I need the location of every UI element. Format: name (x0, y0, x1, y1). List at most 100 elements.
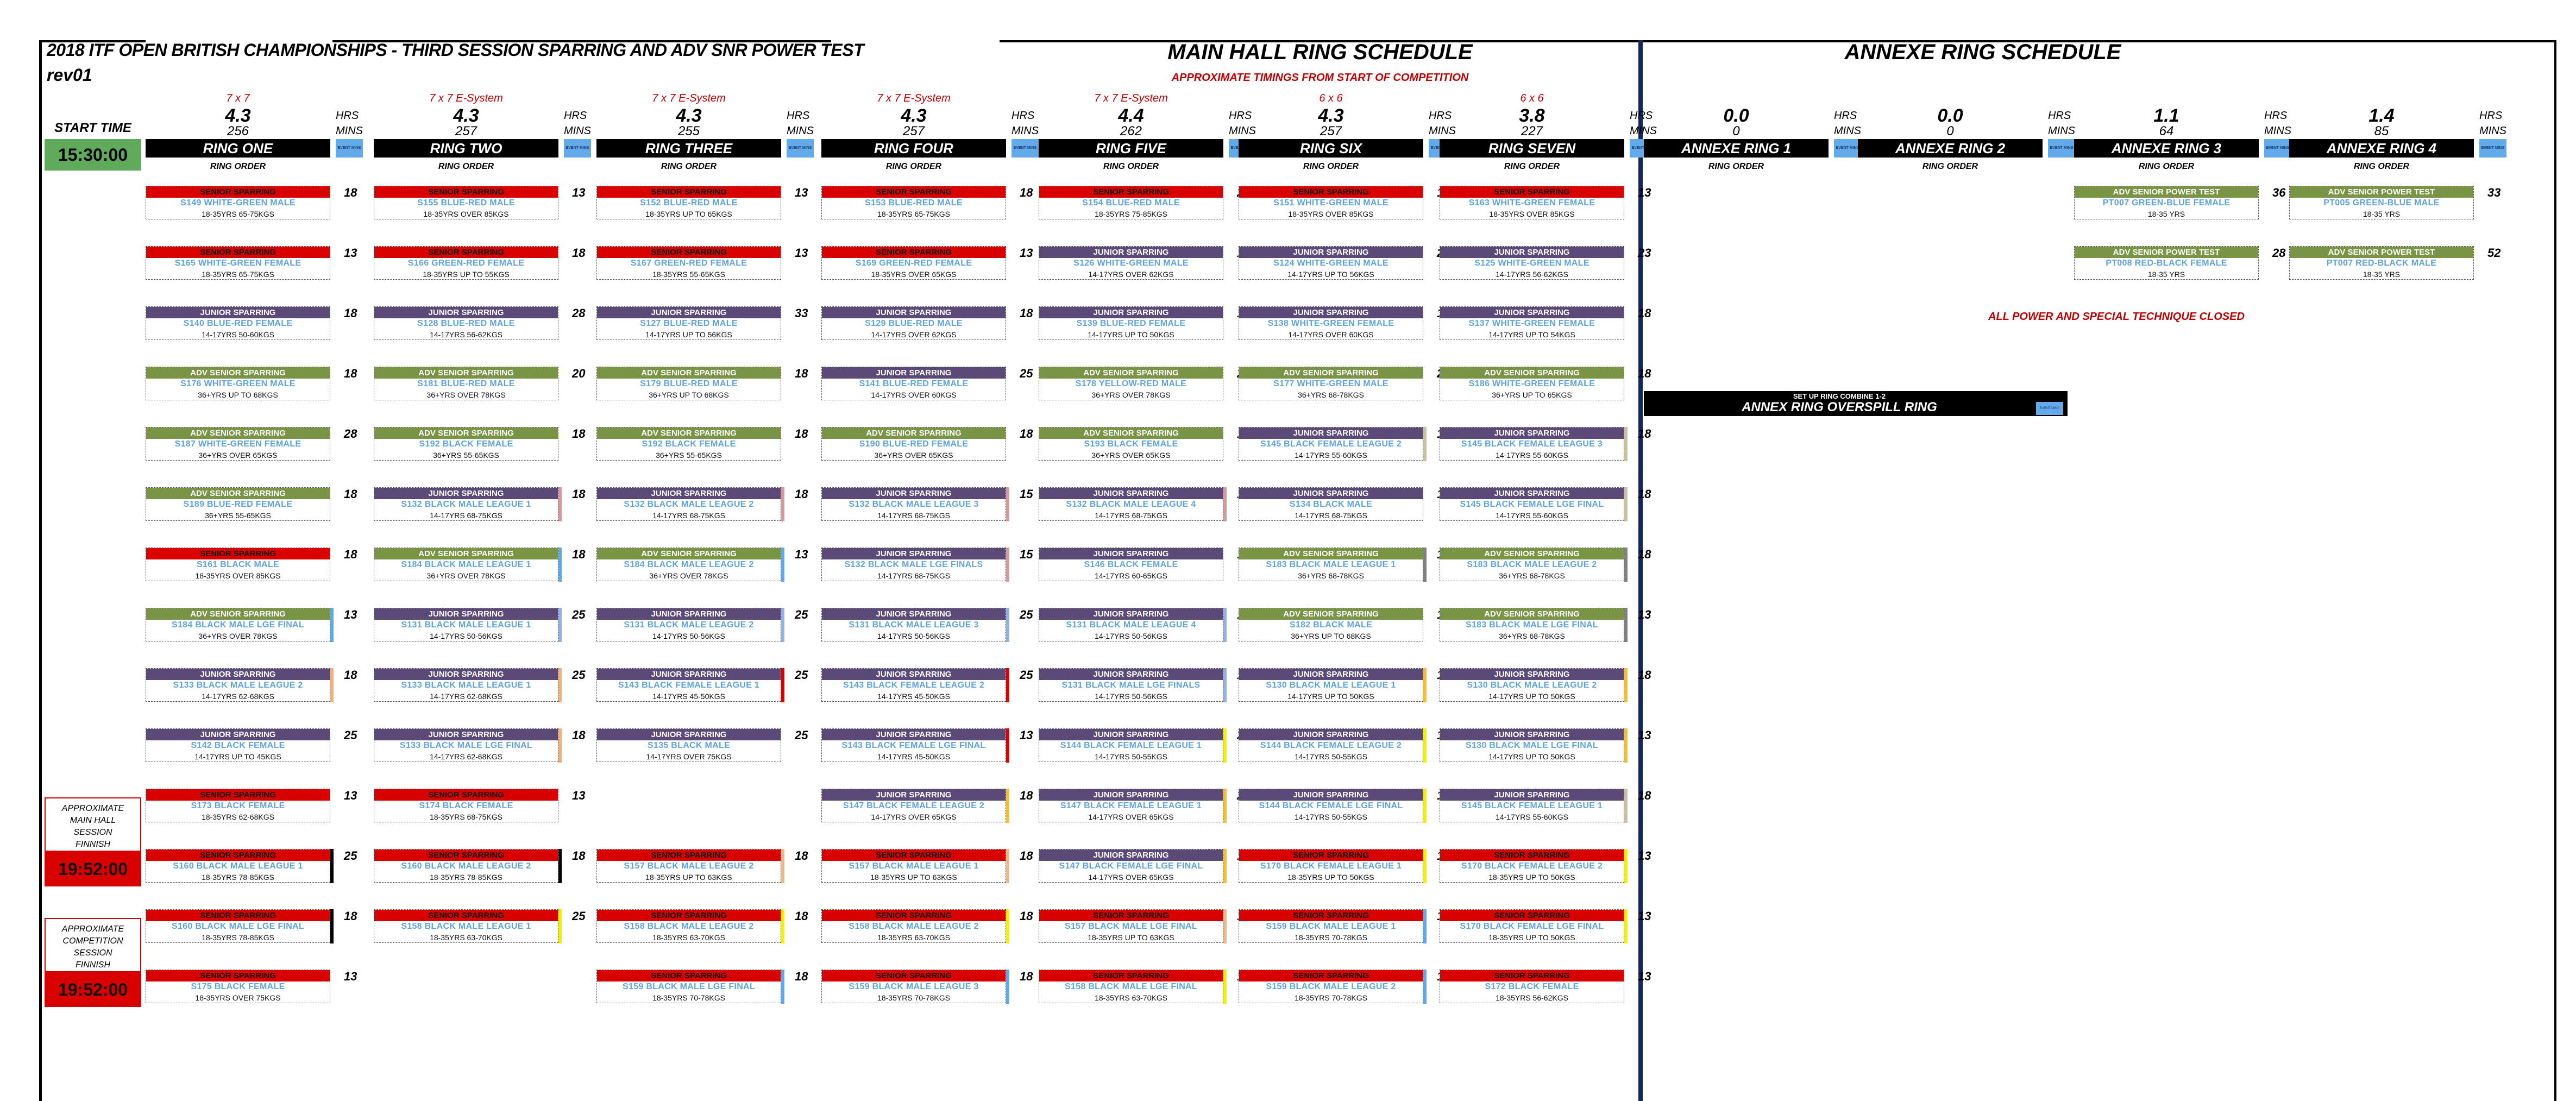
event-category: JUNIOR SPARRING (1039, 669, 1223, 680)
event-detail: 18-35YRS OVER 85KGS (1288, 210, 1374, 218)
event-category: JUNIOR SPARRING (374, 729, 558, 740)
event-box: JUNIOR SPARRING S130 BLACK MALE LEAGUE 2 1… (1440, 668, 1624, 702)
frame-left-border (39, 40, 42, 1101)
event-minutes: 15 (1020, 487, 1033, 501)
event-box: SENIOR SPARRING S175 BLACK FEMALE 18-35YRS… (146, 970, 330, 1003)
event-box: JUNIOR SPARRING S144 BLACK FEMALE LEAGUE … (1239, 728, 1423, 762)
ring-name: RING ONE (146, 139, 330, 158)
league-color-tag (1223, 909, 1227, 943)
event-category: JUNIOR SPARRING (822, 789, 1006, 801)
event-minutes: 18 (795, 970, 808, 983)
event-detail: 36+YRS OVER 65KGS (198, 451, 278, 460)
event-minutes: 18 (1020, 186, 1033, 199)
event-category: JUNIOR SPARRING (1440, 247, 1624, 258)
event-card: JUNIOR SPARRING S131 BLACK MALE LEAGUE 4 1… (1039, 608, 1250, 642)
event-card: JUNIOR SPARRING S131 BLACK MALE LEAGUE 3 1… (821, 608, 1033, 642)
ring-hours: 1.4 (2368, 105, 2395, 126)
event-category: JUNIOR SPARRING (1239, 669, 1423, 680)
event-box: ADV SENIOR SPARRING S192 BLACK FEMALE 36+Y… (374, 427, 558, 461)
ring-minutes: 85 (2374, 124, 2389, 139)
event-name: S160 BLACK MALE LEAGUE 2 (401, 861, 531, 871)
event-detail: 18-35YRS 78-85KGS (430, 873, 502, 882)
ring-hours: 0.0 (1937, 105, 1963, 126)
event-category: ADV SENIOR SPARRING (597, 427, 781, 439)
ring-size: 7 x 7 E-System (652, 92, 726, 104)
event-detail: 14-17YRS 50-56KGS (877, 632, 950, 640)
event-category: ADV SENIOR SPARRING (1239, 367, 1423, 379)
event-name: S183 BLACK MALE LEAGUE 1 (1266, 560, 1396, 569)
event-card: SENIOR SPARRING S170 BLACK FEMALE LEAGUE … (1239, 849, 1450, 883)
event-name: S192 BLACK FEMALE (642, 439, 736, 449)
event-category: SENIOR SPARRING (146, 247, 330, 258)
event-name: S131 BLACK MALE LGE FINALS (1061, 681, 1201, 690)
league-color-tag (1423, 849, 1427, 883)
event-box: JUNIOR SPARRING S133 BLACK MALE LEAGUE 2 1… (146, 668, 330, 702)
event-box: JUNIOR SPARRING S124 WHITE-GREEN MALE 14-1… (1239, 246, 1423, 280)
event-detail: 14-17YRS 55-60KGS (1496, 813, 1568, 821)
event-detail: 14-17YRS 55-60KGS (1496, 451, 1568, 460)
league-color-tag (781, 608, 784, 642)
event-category: SENIOR SPARRING (597, 247, 781, 258)
event-detail: 14-17YRS OVER 60KGS (1288, 330, 1374, 339)
league-color-tag (330, 849, 334, 883)
event-category: JUNIOR SPARRING (822, 669, 1006, 680)
event-name: S131 BLACK MALE LEAGUE 2 (624, 620, 754, 630)
event-minutes: 18 (1638, 367, 1651, 380)
event-name: S124 WHITE-GREEN MALE (1273, 259, 1388, 268)
league-color-tag (781, 909, 784, 943)
event-name: S133 BLACK MALE LEAGUE 2 (173, 681, 303, 690)
event-box: JUNIOR SPARRING S130 BLACK MALE LGE FINAL… (1440, 728, 1624, 762)
event-minutes: 13 (1020, 246, 1033, 260)
hrs-label: HRS (2264, 110, 2288, 122)
event-detail: 36+YRS OVER 65KGS (874, 451, 953, 460)
event-name: S186 WHITE-GREEN FEMALE (1468, 379, 1595, 388)
event-box: ADV SENIOR POWER TEST PT007 RED-BLACK MAL… (2289, 246, 2474, 280)
event-detail: 18-35 YRS (2147, 270, 2185, 279)
event-card: SENIOR SPARRING S154 BLUE-RED MALE 18-35YR… (1039, 186, 1250, 219)
start-time-value: 15:30:00 (45, 139, 141, 171)
ring-name: RING SEVEN (1440, 139, 1624, 158)
main-hall-finish-time: 19:52:00 (45, 852, 141, 886)
event-category: ADV SENIOR SPARRING (1239, 548, 1423, 559)
ring-size: 7 x 7 E-System (1094, 92, 1168, 104)
event-card: ADV SENIOR SPARRING S178 YELLOW-RED MALE 3… (1039, 367, 1250, 400)
event-detail: 18-35 YRS (2363, 210, 2401, 218)
event-category: SENIOR SPARRING (146, 970, 330, 982)
event-name: S129 BLUE-RED MALE (865, 319, 963, 328)
event-minutes: 13 (795, 186, 808, 199)
event-category: JUNIOR SPARRING (146, 307, 330, 318)
event-name: S161 BLACK MALE (196, 560, 280, 569)
ring-name: RING TWO (374, 139, 558, 158)
event-name: S134 BLACK MALE (1289, 500, 1373, 509)
event-minutes: 28 (572, 306, 586, 320)
event-card: JUNIOR SPARRING S133 BLACK MALE LEAGUE 2 1… (146, 668, 357, 702)
event-category: JUNIOR SPARRING (1039, 729, 1223, 740)
event-detail: 14-17YRS UP TO 50KGS (1088, 330, 1174, 339)
event-card: SENIOR SPARRING S159 BLACK MALE LGE FINAL… (596, 970, 808, 1004)
league-color-tag (1006, 970, 1009, 1004)
event-minutes: 33 (2487, 186, 2501, 199)
event-minutes: 13 (572, 186, 586, 199)
mins-label: MINS (1834, 125, 1861, 137)
event-detail: 36+YRS 55-65KGS (656, 451, 722, 460)
event-minutes: 13 (1020, 728, 1033, 742)
event-mins-label: EVENT MINS (1011, 139, 1039, 158)
event-box: JUNIOR SPARRING S135 BLACK MALE 14-17YRS O… (596, 728, 781, 762)
event-box: JUNIOR SPARRING S133 BLACK MALE LGE FINAL… (374, 728, 558, 762)
league-color-tag (1223, 970, 1227, 1004)
event-name: S132 BLACK MALE LGE FINALS (844, 560, 983, 569)
event-minutes: 25 (795, 668, 808, 682)
event-name: PT007 RED-BLACK MALE (2326, 259, 2437, 268)
event-name: S159 BLACK MALE LEAGUE 1 (1266, 922, 1396, 931)
league-color-tag (781, 970, 784, 1004)
event-card: ADV SENIOR SPARRING S193 BLACK FEMALE 36+Y… (1039, 427, 1250, 461)
revision-label: rev01 (47, 65, 92, 85)
event-card: JUNIOR SPARRING S130 BLACK MALE LEAGUE 2 1… (1440, 668, 1651, 702)
event-detail: 36+YRS OVER 78KGS (426, 571, 506, 580)
event-minutes: 18 (572, 728, 586, 742)
event-minutes: 23 (1638, 246, 1651, 260)
event-category: SENIOR SPARRING (146, 186, 330, 198)
ring-minutes: 262 (1120, 124, 1142, 139)
event-name: S145 BLACK FEMALE LEAGUE 3 (1461, 439, 1603, 449)
event-minutes: 13 (795, 246, 808, 260)
